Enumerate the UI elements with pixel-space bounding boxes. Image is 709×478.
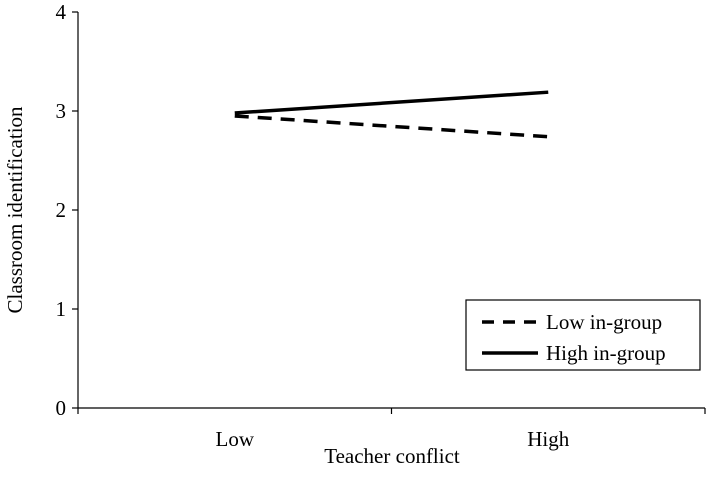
y-tick-label: 4 bbox=[56, 0, 67, 24]
y-tick-label: 1 bbox=[56, 297, 67, 321]
y-tick-label: 0 bbox=[56, 396, 67, 420]
y-tick-label: 2 bbox=[56, 198, 67, 222]
legend-label: Low in-group bbox=[546, 310, 662, 334]
series-line bbox=[234, 114, 549, 139]
legend-box bbox=[465, 299, 701, 371]
x-axis-label: Teacher conflict bbox=[324, 444, 460, 468]
y-tick-label: 3 bbox=[56, 99, 67, 123]
series-line bbox=[234, 90, 549, 115]
y-axis-label: Classroom identification bbox=[3, 106, 27, 314]
x-tick-label: High bbox=[527, 427, 570, 451]
legend-label: High in-group bbox=[546, 341, 666, 365]
x-tick-label: Low bbox=[216, 427, 255, 451]
